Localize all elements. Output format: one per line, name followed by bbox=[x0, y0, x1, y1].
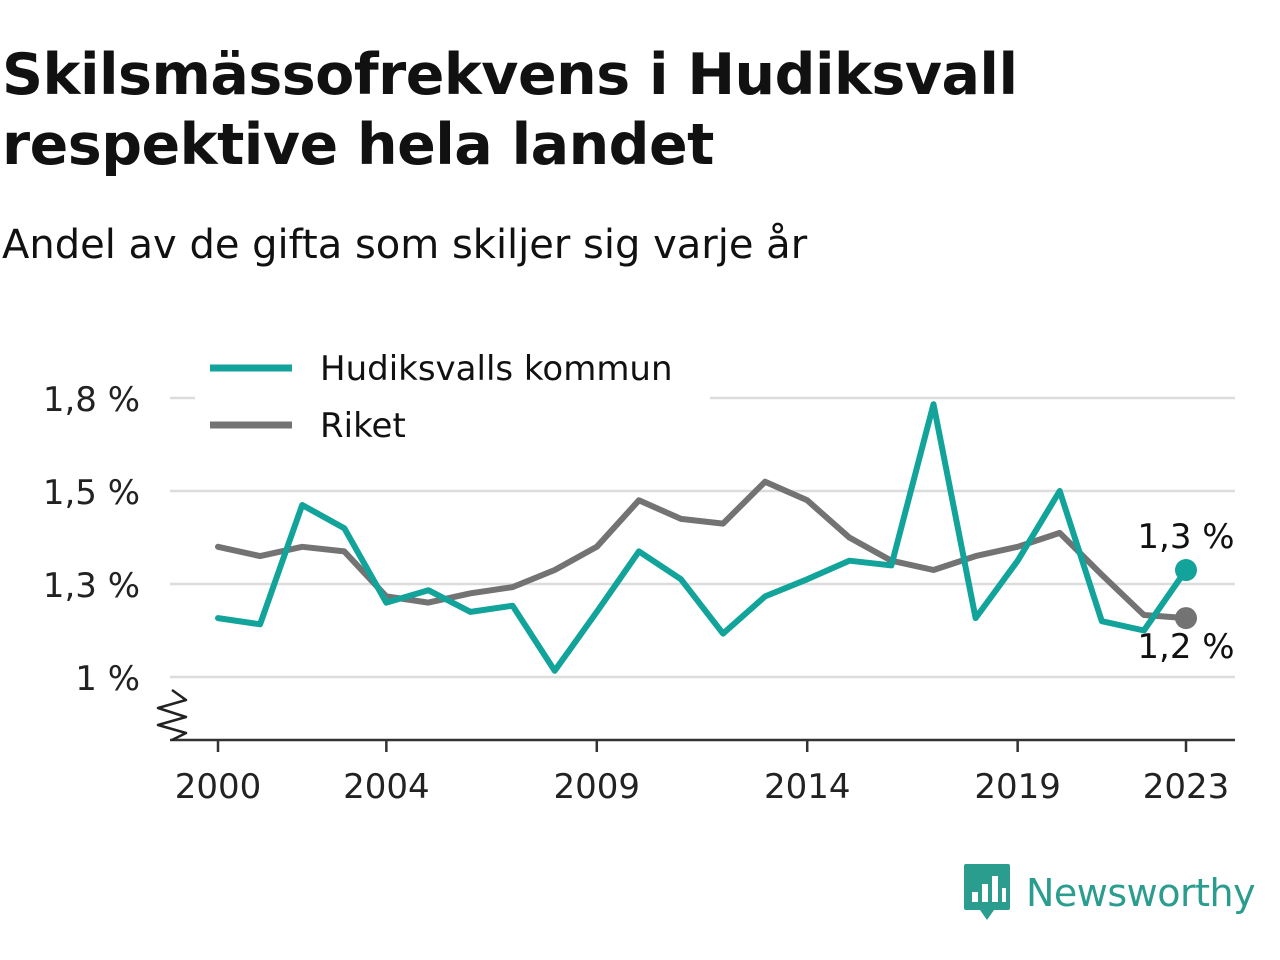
series-lines bbox=[215, 401, 1197, 674]
axis-break-mark bbox=[156, 688, 188, 742]
y-tick-label: 1,5 % bbox=[43, 473, 140, 513]
x-tick-label: 2009 bbox=[554, 767, 641, 807]
x-tick-label: 2004 bbox=[343, 767, 430, 807]
x-tick-label: 2023 bbox=[1143, 767, 1230, 807]
x-tick-label: 2000 bbox=[175, 767, 262, 807]
bar-chart-speech-bubble-icon bbox=[964, 864, 1010, 920]
series-line-hudiksvalls-kommun bbox=[215, 401, 1189, 674]
x-tick-label: 2019 bbox=[974, 767, 1061, 807]
x-axis bbox=[156, 688, 1235, 752]
x-tick-label: 2014 bbox=[764, 767, 851, 807]
brand-logo: Newsworthy bbox=[962, 862, 1256, 924]
legend-label: Riket bbox=[320, 406, 406, 446]
legend-label: Hudiksvalls kommun bbox=[320, 349, 673, 389]
series-line-riket bbox=[215, 478, 1189, 622]
y-tick-label: 1,3 % bbox=[43, 566, 140, 606]
end-point-riket bbox=[1175, 607, 1197, 630]
y-tick-label: 1,8 % bbox=[43, 380, 140, 420]
end-value-labels: 1,3 % 1,2 % bbox=[1137, 517, 1234, 667]
x-axis-tick-labels: 2000 2004 2009 2014 2019 2023 bbox=[175, 767, 1230, 807]
y-tick-label: 1 % bbox=[75, 659, 140, 699]
end-point-hudiksvalls-kommun bbox=[1175, 559, 1197, 582]
y-axis-tick-labels: 1 % 1,3 % 1,5 % 1,8 % bbox=[43, 380, 140, 699]
chart-subtitle: Andel av de gifta som skiljer sig varje … bbox=[2, 222, 808, 268]
chart-title: Skilsmässofrekvens i Hudiksvall respekti… bbox=[2, 42, 1018, 178]
end-value-label: 1,3 % bbox=[1137, 517, 1234, 557]
line-chart: 1 %1,3 %1,5 %1,8 % 2000 2004 2009 2014 2019 2… bbox=[43, 340, 1235, 807]
legend: Hudiksvalls kommun Riket bbox=[195, 340, 710, 452]
brand-name: Newsworthy bbox=[1026, 871, 1256, 915]
end-value-label: 1,2 % bbox=[1137, 627, 1234, 667]
legend-background bbox=[195, 340, 710, 452]
